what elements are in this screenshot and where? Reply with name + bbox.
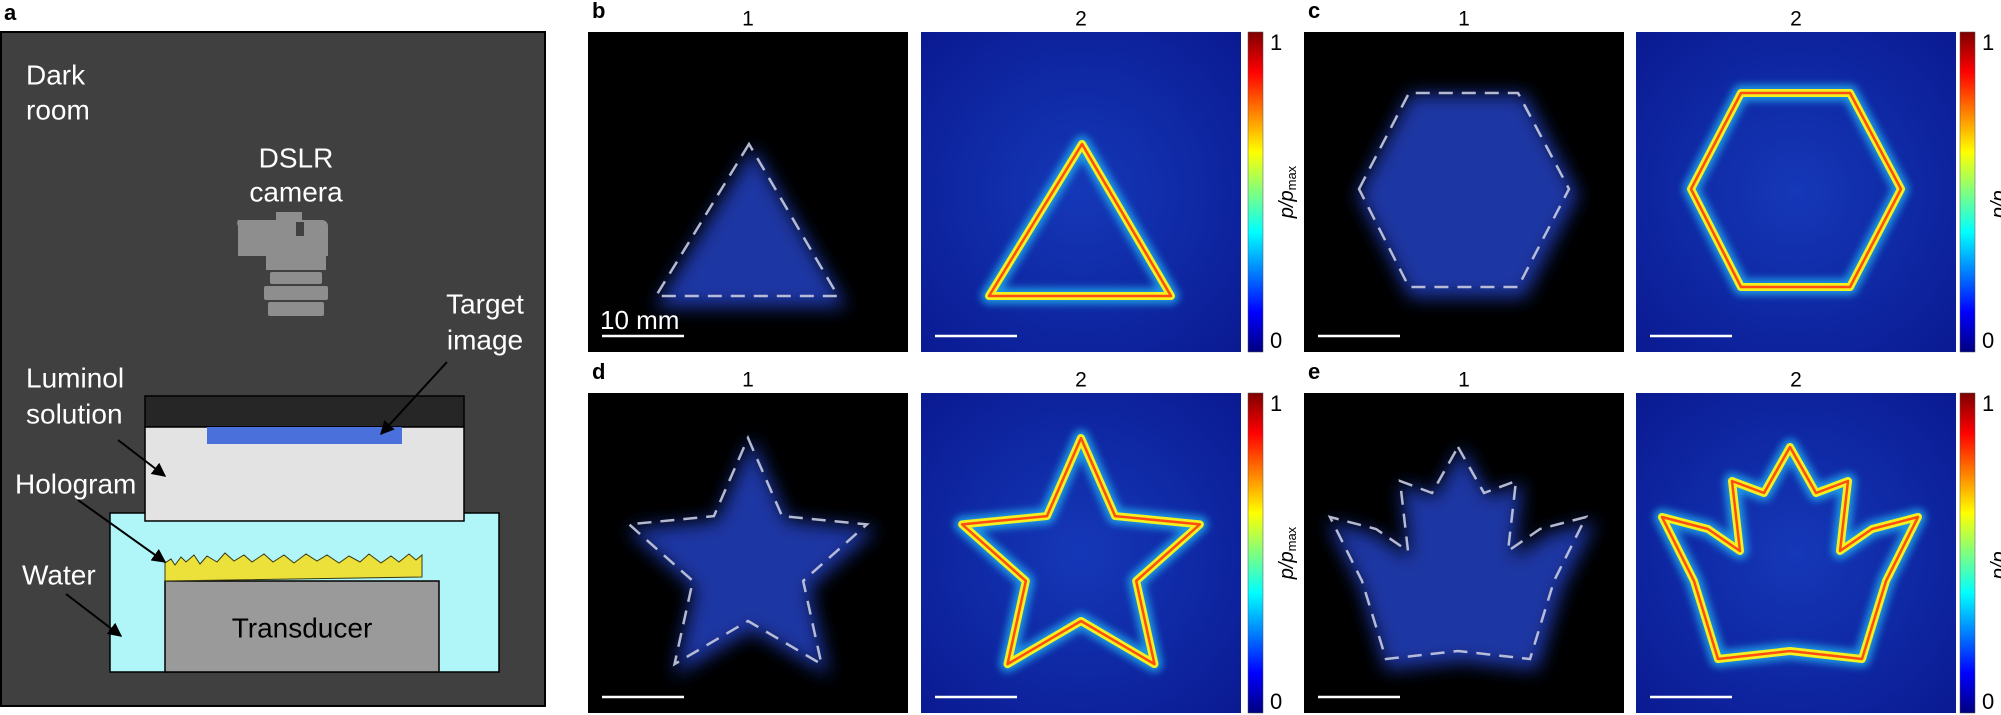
label: Hologram xyxy=(15,468,136,499)
column-label: 1 xyxy=(742,369,754,392)
glow xyxy=(1357,94,1579,298)
colorbar-label-main: p/p xyxy=(1988,190,2001,219)
target-outline xyxy=(1357,91,1571,289)
column-label: 2 xyxy=(1075,8,1087,31)
panel: c 1 2 1 0 p/pmax xyxy=(1304,0,2001,353)
glow xyxy=(655,147,847,308)
label: Target xyxy=(446,288,524,319)
pressure-image xyxy=(921,32,1241,352)
pressure-peak xyxy=(1689,91,1903,289)
colorbar-label-sub: max xyxy=(1996,526,2001,551)
photo-image: 10 mm xyxy=(588,32,908,352)
colorbar-tick-label: 1 xyxy=(1982,391,1994,416)
arrow xyxy=(65,593,123,637)
colorbar-tick-label: 0 xyxy=(1270,689,1282,714)
colorbar-label: p/pmax xyxy=(1276,165,1299,219)
arrow xyxy=(117,439,167,477)
hologram xyxy=(164,552,423,582)
pressure-image xyxy=(1636,32,1956,352)
colorbar-tick-label: 1 xyxy=(1270,30,1282,55)
colorbar-label: p/pmax xyxy=(1988,165,2001,219)
target-outline xyxy=(653,141,841,298)
target-outline xyxy=(626,434,870,667)
panel-label: d xyxy=(592,359,605,384)
colorbar-label-sub: max xyxy=(1284,165,1299,190)
pressure-image xyxy=(1636,393,1956,713)
pressure-image xyxy=(921,393,1241,713)
colorbar-label-main: p/p xyxy=(1276,551,1298,580)
panel: e 1 2 1 0 p/pmax xyxy=(1304,359,2001,714)
label: solution xyxy=(26,398,123,429)
panel: b 1 2 10 mm 1 0 p/pmax xyxy=(588,0,1299,353)
photo-image xyxy=(588,393,908,713)
target-image xyxy=(207,427,402,444)
pressure-peak xyxy=(960,436,1202,666)
panel-label: c xyxy=(1308,0,1320,23)
transducer xyxy=(164,580,440,673)
colorbar-label-sub: max xyxy=(1284,526,1299,551)
colorbar-label-main: p/p xyxy=(1988,551,2001,580)
photo-image xyxy=(1304,393,1624,713)
label: room xyxy=(26,94,90,125)
panel-label: e xyxy=(1308,359,1320,384)
column-label: 1 xyxy=(1458,8,1470,31)
panel-label: a xyxy=(4,0,17,25)
colorbar-tick-label: 1 xyxy=(1982,30,1994,55)
arrows xyxy=(65,361,448,637)
glow xyxy=(627,438,877,676)
arrow xyxy=(77,499,167,563)
target-outline xyxy=(1327,444,1589,661)
colorbar-tick-label: 0 xyxy=(1270,328,1282,353)
panel-label: b xyxy=(592,0,605,23)
colorbar-tick-label: 0 xyxy=(1982,328,1994,353)
label: image xyxy=(447,324,523,355)
colorbar xyxy=(1247,392,1264,714)
camera-icon xyxy=(237,212,328,316)
container-lid xyxy=(144,395,465,428)
column-label: 2 xyxy=(1790,8,1802,31)
colorbar-tick-label: 1 xyxy=(1270,391,1282,416)
colorbar xyxy=(1959,31,1976,353)
label: Luminol xyxy=(26,362,124,393)
scale-bar-label: 10 mm xyxy=(600,305,679,335)
column-label: 2 xyxy=(1790,369,1802,392)
colorbar-label: p/pmax xyxy=(1988,526,2001,580)
column-label: 1 xyxy=(1458,369,1470,392)
column-label: 1 xyxy=(742,8,754,31)
photo-image xyxy=(1304,32,1624,352)
label: Transducer xyxy=(232,612,373,643)
colorbar-label: p/pmax xyxy=(1276,526,1299,580)
label: Dark xyxy=(26,59,86,90)
colorbar-tick-label: 0 xyxy=(1982,689,1994,714)
colorbar-label-sub: max xyxy=(1996,165,2001,190)
colorbar xyxy=(1959,392,1976,714)
panel-a: a Dark room DSLR camera Target image Lum… xyxy=(0,0,546,707)
column-label: 2 xyxy=(1075,369,1087,392)
pressure-peak xyxy=(1660,445,1920,661)
pressure-peak xyxy=(987,142,1173,298)
label: Water xyxy=(22,559,96,590)
colorbar xyxy=(1247,31,1264,353)
label: camera xyxy=(249,176,343,207)
label: DSLR xyxy=(259,142,334,173)
arrow xyxy=(380,361,448,436)
colorbar-label-main: p/p xyxy=(1276,190,1298,219)
panel: d 1 2 1 0 p/pmax xyxy=(588,359,1299,714)
glow xyxy=(1327,447,1597,671)
